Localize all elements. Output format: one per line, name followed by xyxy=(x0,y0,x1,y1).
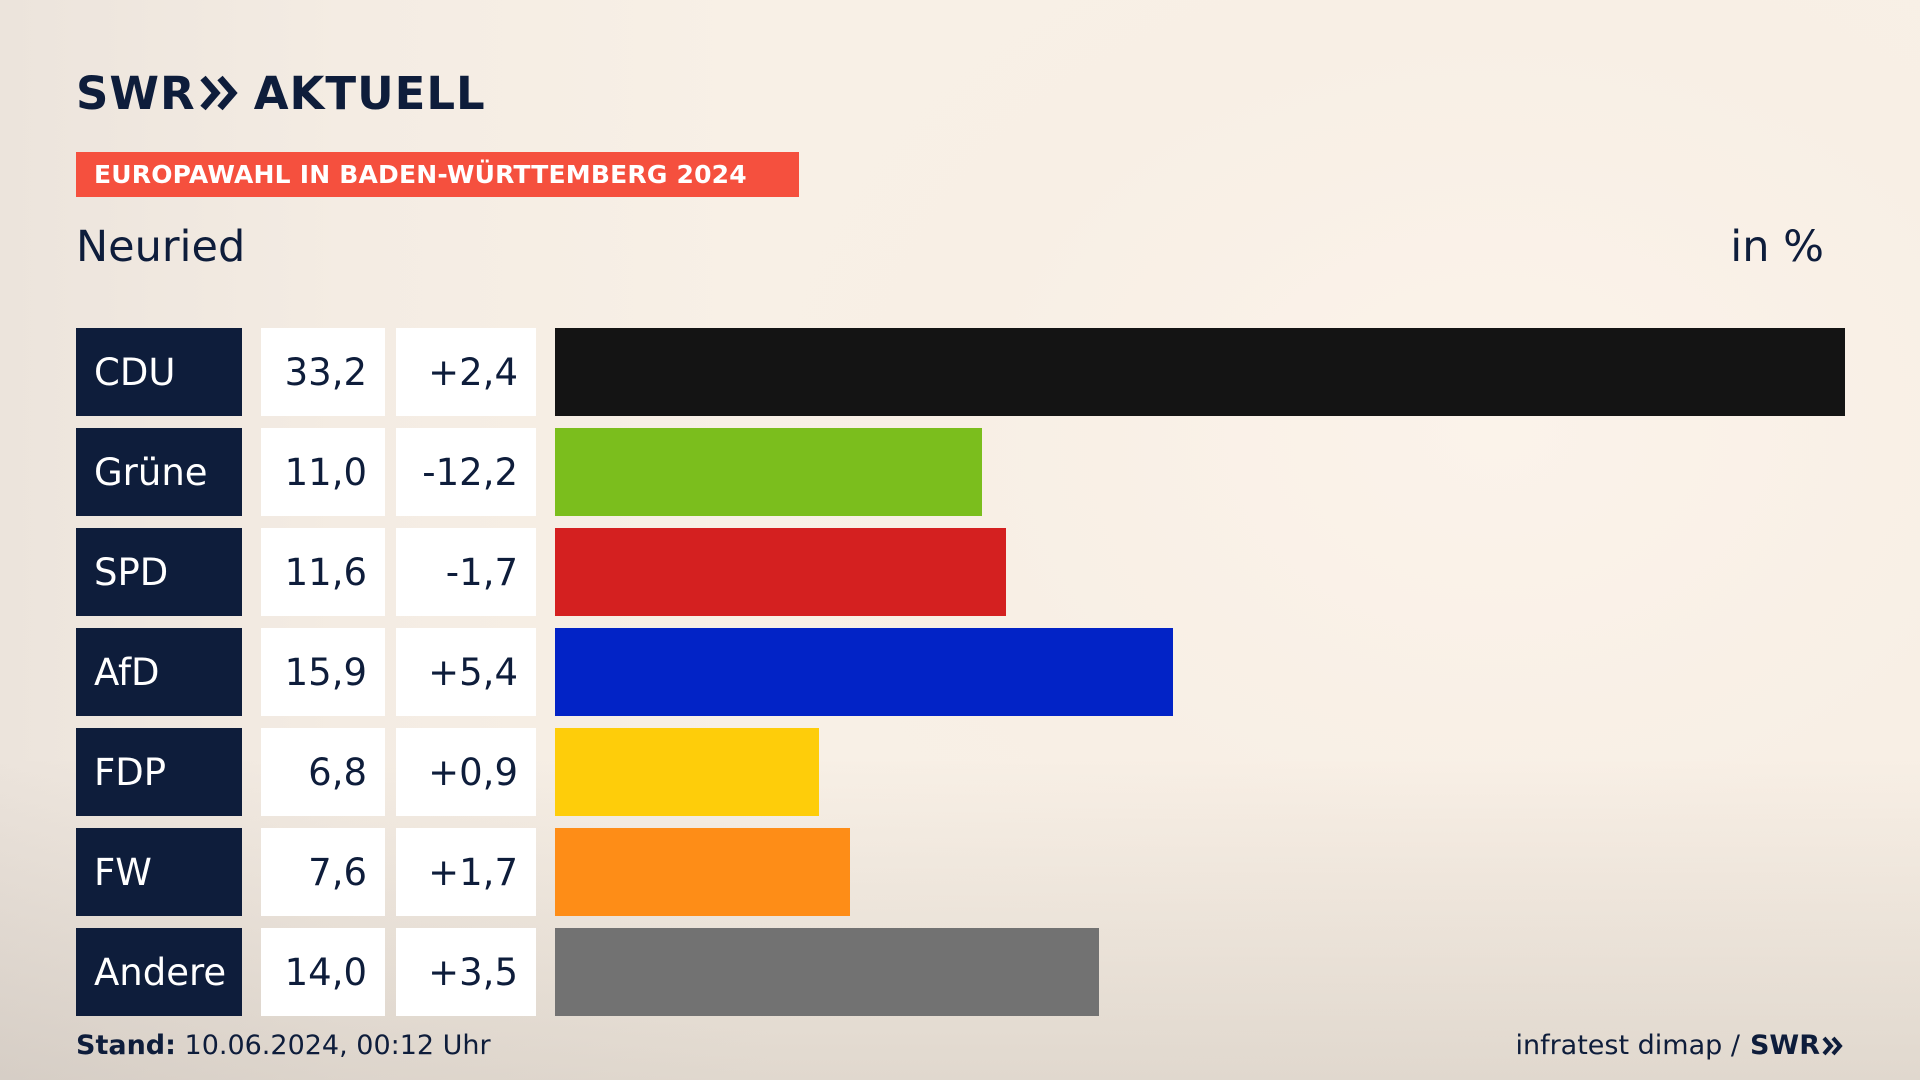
result-bar xyxy=(555,628,1173,716)
stand-value: 10.06.2024, 00:12 Uhr xyxy=(184,1030,491,1061)
result-row: CDU 33,2 +2,4 xyxy=(76,328,1856,416)
vote-share-label: 7,6 xyxy=(261,828,385,916)
vote-share-label: 11,6 xyxy=(261,528,385,616)
change-label: +5,4 xyxy=(396,628,536,716)
vote-share-label: 33,2 xyxy=(261,328,385,416)
result-bar xyxy=(555,528,1006,616)
party-label: FDP xyxy=(76,728,242,816)
unit-label: in % xyxy=(1730,222,1824,272)
vote-share-label: 15,9 xyxy=(261,628,385,716)
result-bar xyxy=(555,428,982,516)
result-row: FDP 6,8 +0,9 xyxy=(76,728,1856,816)
election-banner: EUROPAWAHL IN BADEN-WÜRTTEMBERG 2024 xyxy=(76,152,799,197)
party-label: CDU xyxy=(76,328,242,416)
stand-label: Stand: xyxy=(76,1030,176,1061)
party-label: Andere xyxy=(76,928,242,1016)
swr-mini-logo: SWR xyxy=(1750,1030,1844,1061)
party-label: SPD xyxy=(76,528,242,616)
change-label: +0,9 xyxy=(396,728,536,816)
change-label: -1,7 xyxy=(396,528,536,616)
party-label: Grüne xyxy=(76,428,242,516)
region-title: Neuried xyxy=(76,222,246,272)
result-row: SPD 11,6 -1,7 xyxy=(76,528,1856,616)
election-banner-text: EUROPAWAHL IN BADEN-WÜRTTEMBERG 2024 xyxy=(94,160,747,189)
change-label: +3,5 xyxy=(396,928,536,1016)
source-credit: infratest dimap / SWR xyxy=(1515,1030,1844,1061)
change-label: -12,2 xyxy=(396,428,536,516)
party-label: AfD xyxy=(76,628,242,716)
result-row: FW 7,6 +1,7 xyxy=(76,828,1856,916)
double-chevron-right-icon xyxy=(1822,1036,1843,1055)
result-row: Grüne 11,0 -12,2 xyxy=(76,428,1856,516)
timestamp: Stand: 10.06.2024, 00:12 Uhr xyxy=(76,1030,491,1061)
vote-share-label: 11,0 xyxy=(261,428,385,516)
double-chevron-right-icon xyxy=(200,75,238,111)
result-bar xyxy=(555,828,850,916)
logo-aktuell-text: AKTUELL xyxy=(253,66,486,120)
vote-share-label: 6,8 xyxy=(261,728,385,816)
result-bar xyxy=(555,328,1845,416)
change-label: +2,4 xyxy=(396,328,536,416)
result-row: Andere 14,0 +3,5 xyxy=(76,928,1856,1016)
swr-aktuell-logo: SWR AKTUELL xyxy=(76,66,486,120)
result-row: AfD 15,9 +5,4 xyxy=(76,628,1856,716)
source-text: infratest dimap / xyxy=(1515,1030,1740,1061)
result-bar xyxy=(555,928,1099,1016)
swr-mini-logo-text: SWR xyxy=(1749,1030,1820,1061)
change-label: +1,7 xyxy=(396,828,536,916)
result-bar xyxy=(555,728,819,816)
logo-swr-text: SWR xyxy=(76,66,196,120)
party-label: FW xyxy=(76,828,242,916)
vote-share-label: 14,0 xyxy=(261,928,385,1016)
